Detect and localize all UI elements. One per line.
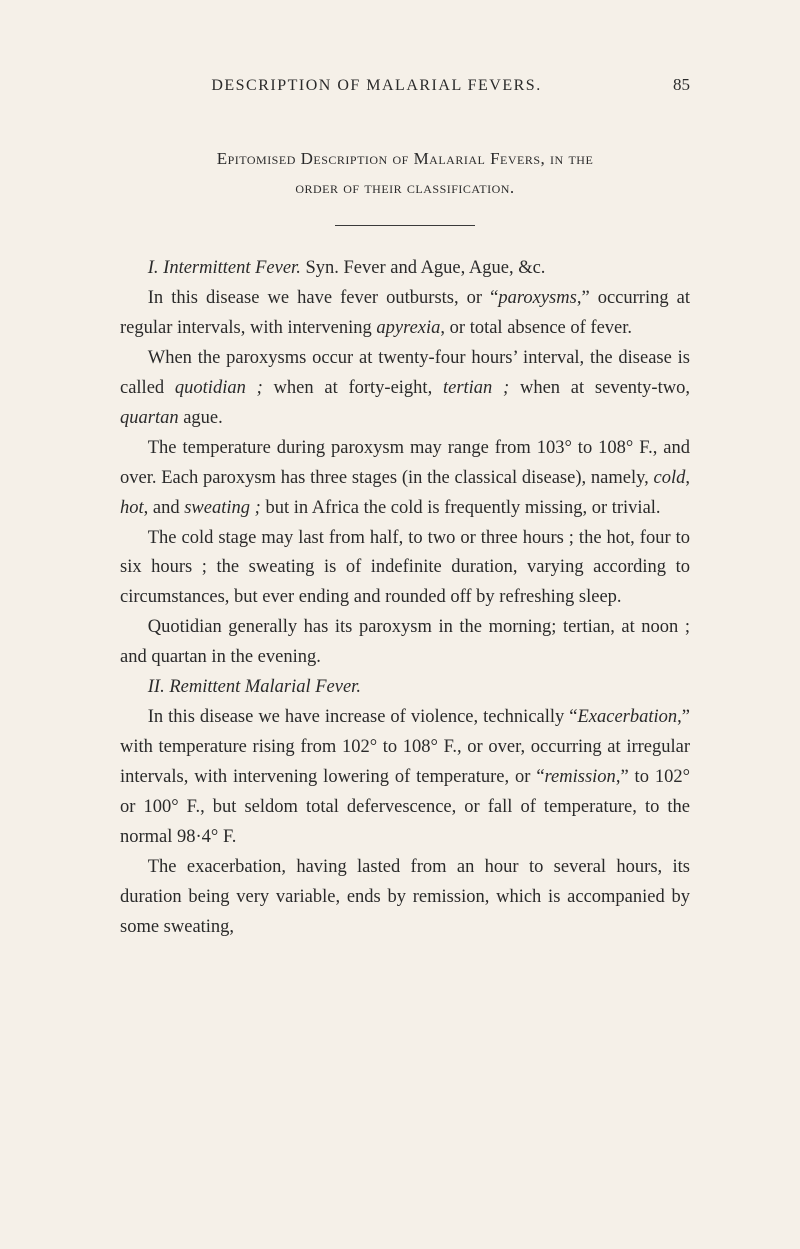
paragraph-7: II. Remittent Malarial Fever. (120, 673, 690, 703)
paragraph-3: When the paroxysms occur at twenty-four … (120, 344, 690, 434)
paragraph-2: In this disease we have fever outbursts,… (120, 284, 690, 344)
section-title: Epitomised Description of Malarial Fever… (120, 145, 690, 203)
paragraph-8: In this disease we have increase of viol… (120, 703, 690, 853)
paragraph-6: Quotidian generally has its paroxysm in … (120, 613, 690, 673)
title-line-2: order of their classification. (120, 174, 690, 203)
horizontal-rule (335, 225, 475, 226)
paragraph-5: The cold stage may last from half, to tw… (120, 524, 690, 614)
title-line-1: Epitomised Description of Malarial Fever… (120, 145, 690, 174)
page-header: DESCRIPTION OF MALARIAL FEVERS. 85 (120, 75, 690, 95)
paragraph-4: The temperature during paroxysm may rang… (120, 434, 690, 524)
paragraph-1: I. Intermittent Fever. Syn. Fever and Ag… (120, 254, 690, 284)
page-number: 85 (673, 75, 690, 95)
body-text: I. Intermittent Fever. Syn. Fever and Ag… (120, 254, 690, 943)
running-head: DESCRIPTION OF MALARIAL FEVERS. (120, 77, 633, 95)
paragraph-9: The exacerbation, having lasted from an … (120, 853, 690, 943)
